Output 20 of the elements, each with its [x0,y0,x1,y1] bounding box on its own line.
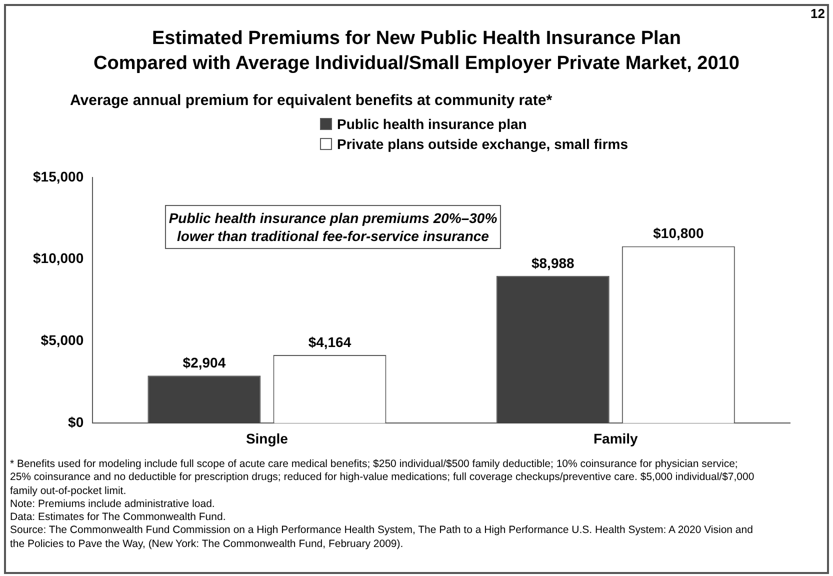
y-tick-label: $15,000 [32,168,84,184]
data-label: $8,988 [531,254,575,271]
text: * Benefits used for modeling include full scope of acute care medical benefits; $250 individual/$500 family deductible; 10% coinsurance for physician service; 25% coinsurance and no deductible for prescription drugs; reduced for high-value medications; full coverage checkups/preventive care. $5,000 individual/$7,000 family out-of-pocket limit. [10,458,756,498]
data-label: $10,800 [653,225,704,242]
source-note: Source: The Commonwealth Fund Commission on a High Performance Health System, The Path to a High Performance U.S. Health System: A 2020 Vision and the Policies to Pave the Way, (New York: The Commonwealth Fund, February 2009). [10,524,754,552]
legend-label: Public health insurance plan [337,116,527,132]
chart-title: Estimated Premiums for New Public Health Insurance Plan Compared with Average Individual/Small Employer Private Market, 2010 [92,27,740,76]
chart-subtitle: Average annual premium for equivalent benefits at community rate* [70,92,552,109]
y-tick-label: $10,000 [32,250,84,266]
data-label: $2,904 [182,354,226,370]
x-tick-label: Single [246,430,288,446]
text: Note: Premiums include administrative load. [10,498,216,512]
x-tick-label: Family [593,430,638,446]
annotation: Public health insurance plan premiums 20%–30% lower than traditional fee-for-service insurance [165,205,501,249]
data-label: $4,164 [308,334,352,350]
text: Data: Estimates for The Commonwealth Fund. [10,511,227,524]
y-tick-label: $5,000 [40,332,84,348]
text: 12 [810,6,825,21]
y-tick-label: $0 [68,414,84,430]
legend-label: Private plans outside exchange, small firms [337,136,628,152]
